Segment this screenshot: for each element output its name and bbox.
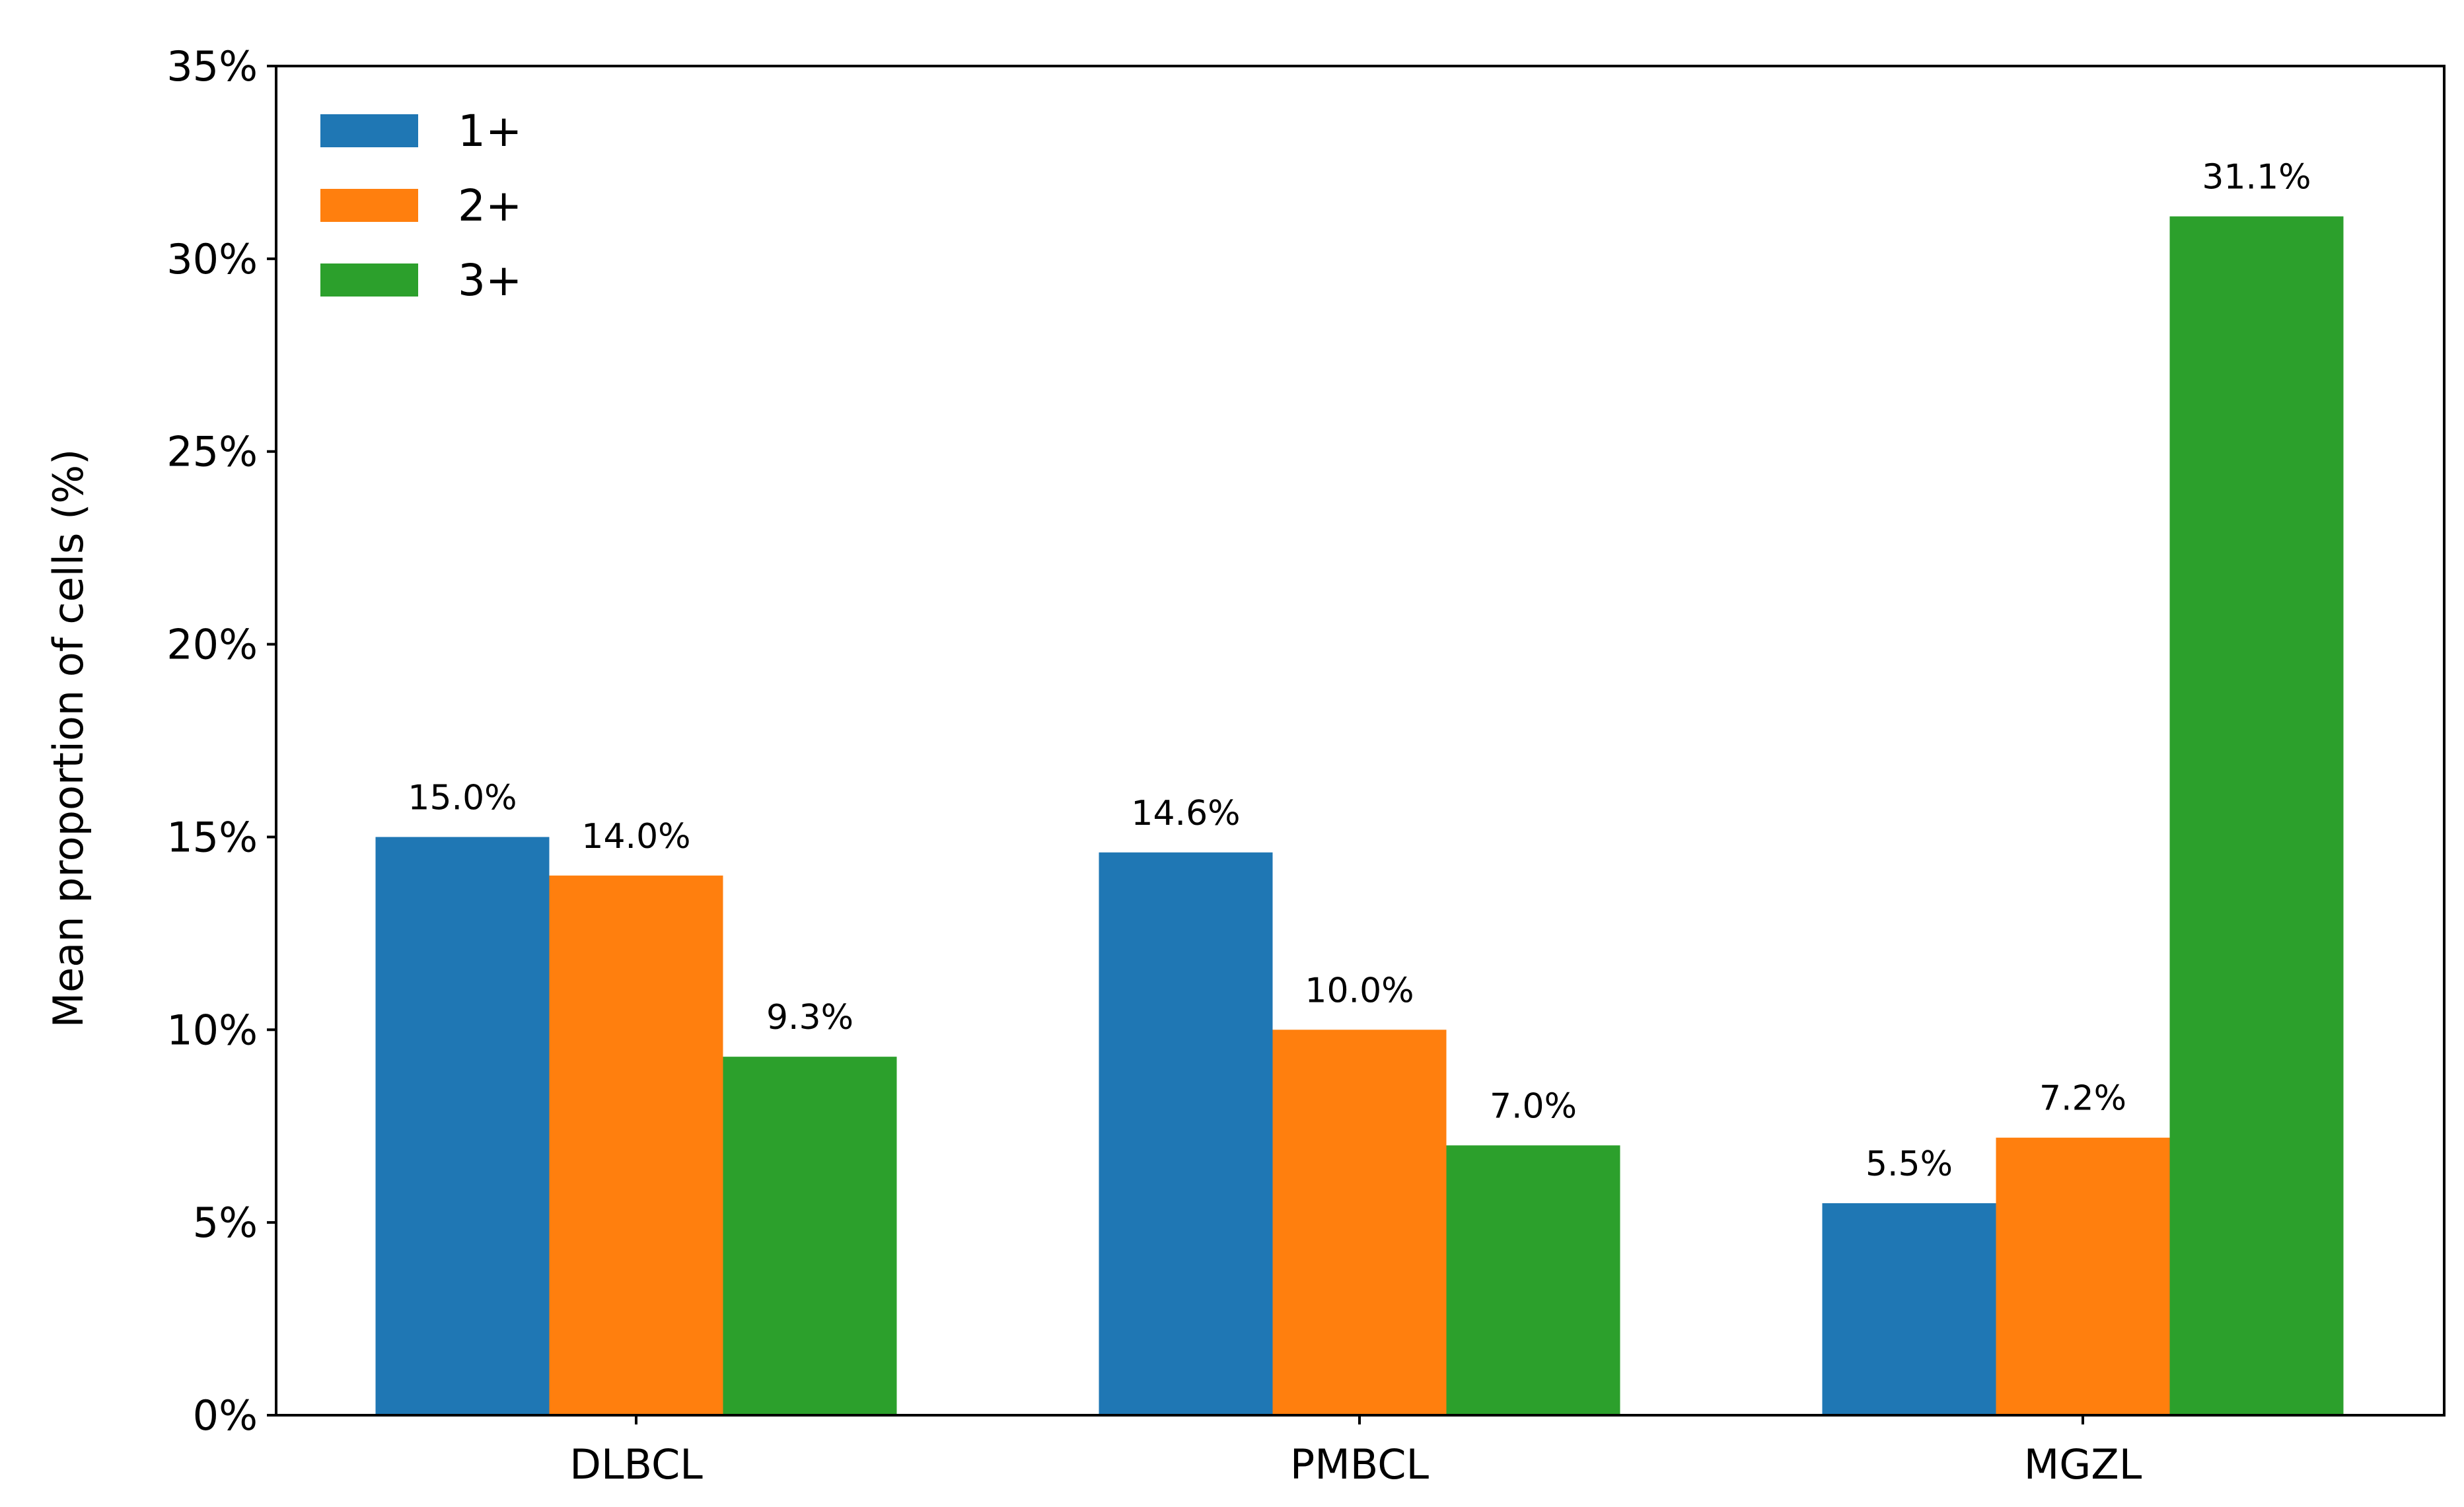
legend-swatch-2plus [320, 189, 418, 222]
legend-swatch-1plus [320, 114, 418, 147]
legend-label-2plus: 2+ [458, 180, 522, 231]
data-label: 14.6% [1131, 794, 1240, 833]
data-label: 15.0% [408, 778, 517, 818]
y-axis-title: Mean proportion of cells (%) [44, 449, 92, 1028]
legend: 1+ 2+ 3+ [320, 106, 522, 306]
bars-layer [375, 216, 2344, 1415]
bar-2plus-pmbcl [1272, 1030, 1447, 1415]
bar-2plus-mgzl [1996, 1137, 2170, 1415]
y-tick-label: 15% [166, 813, 258, 861]
y-tick-label: 5% [193, 1199, 258, 1247]
data-label: 31.1% [2202, 158, 2311, 197]
x-tick-label-mgzl: MGZL [2024, 1440, 2142, 1489]
axes-layer: 0% 5% 10% 15% 20% 25% 30% 35% DLBCL PMBCL MGZL [166, 42, 2446, 1489]
bar-1plus-pmbcl [1099, 852, 1273, 1415]
y-tick-label: 0% [193, 1391, 258, 1440]
y-tick-label: 20% [166, 621, 258, 669]
bar-1plus-mgzl [1822, 1203, 1996, 1415]
legend-swatch-3plus [320, 263, 418, 297]
x-tick-label-dlbcl: DLBCL [569, 1440, 703, 1489]
data-label: 10.0% [1305, 971, 1414, 1010]
bar-3plus-dlbcl [723, 1057, 897, 1415]
data-label: 7.0% [1490, 1086, 1577, 1126]
y-tick-label: 10% [166, 1006, 258, 1054]
bar-1plus-dlbcl [375, 837, 550, 1415]
y-tick-label: 25% [166, 428, 258, 476]
bar-3plus-pmbcl [1446, 1145, 1620, 1415]
data-label: 5.5% [1866, 1144, 1953, 1184]
data-labels-layer: 15.0% 14.6% 5.5% 14.0% 10.0% 7.2% 9.3% 7.0% 31.1… [408, 158, 2311, 1184]
y-tick-label: 35% [166, 42, 258, 90]
bar-2plus-dlbcl [549, 875, 723, 1415]
data-label: 14.0% [581, 817, 690, 857]
legend-label-1plus: 1+ [458, 106, 522, 157]
legend-label-3plus: 3+ [458, 255, 522, 306]
bar-3plus-mgzl [2169, 216, 2344, 1415]
y-tick-label: 30% [166, 235, 258, 283]
data-label: 7.2% [2039, 1079, 2126, 1119]
data-label: 9.3% [766, 998, 853, 1037]
x-tick-label-pmbcl: PMBCL [1290, 1440, 1430, 1489]
